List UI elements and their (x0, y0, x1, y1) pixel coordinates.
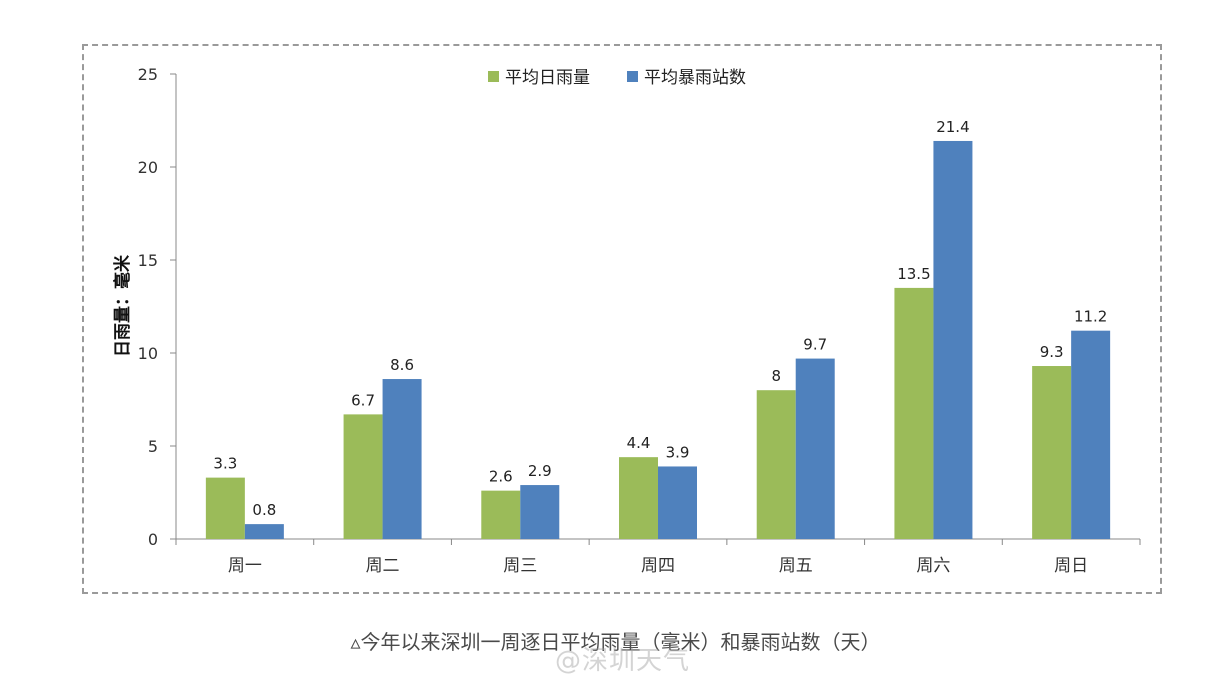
y-tick-label: 10 (138, 344, 158, 363)
legend-label: 平均暴雨站数 (644, 68, 746, 88)
bar (205, 477, 245, 539)
legend-swatch (627, 71, 638, 82)
x-tick-label: 周四 (641, 556, 675, 576)
data-label: 13.5 (897, 265, 930, 283)
y-tick-label: 15 (138, 251, 158, 270)
data-label: 9.3 (1040, 343, 1064, 361)
bar (933, 140, 973, 539)
bar (1032, 366, 1072, 539)
bar (894, 287, 934, 539)
x-tick-label: 周日 (1054, 556, 1088, 576)
x-tick-label: 周三 (503, 556, 537, 576)
data-label: 9.7 (803, 336, 827, 354)
x-tick-label: 周二 (366, 556, 400, 576)
chart-frame (82, 44, 1162, 594)
y-tick-label: 5 (148, 437, 158, 456)
chart-legend: 平均日雨量 平均暴雨站数 (488, 68, 746, 88)
watermark: @深圳天气 (555, 646, 691, 676)
bar (382, 379, 422, 539)
x-tick-label: 周五 (779, 556, 813, 576)
chart-labels: 3.3 6.7 2.6 4.4 8 13.5 9.3 0.8 8.6 2.9 3.9 9.7 21.4 1… (213, 118, 1107, 519)
y-tick-label: 20 (138, 158, 158, 177)
bar (619, 457, 658, 539)
y-tick-label: 0 (148, 530, 158, 549)
bar (756, 390, 796, 539)
y-axis-label: 日雨量：毫米 (112, 254, 133, 357)
bar (1071, 330, 1111, 539)
bar (481, 490, 521, 539)
data-label: 2.6 (489, 468, 513, 486)
data-label: 11.2 (1074, 308, 1107, 326)
data-label: 6.7 (351, 391, 375, 409)
data-label: 0.8 (252, 501, 276, 519)
figure-caption: ▵今年以来深圳一周逐日平均雨量（毫米）和暴雨站数（天） (350, 630, 881, 654)
legend-label: 平均日雨量 (505, 68, 590, 88)
bar (795, 358, 835, 539)
data-label: 8.6 (390, 356, 414, 374)
bar (343, 414, 383, 539)
data-label: 21.4 (936, 118, 969, 136)
bar (244, 524, 284, 539)
legend-swatch (488, 71, 499, 82)
x-tick-label: 周六 (916, 556, 950, 576)
bar (520, 485, 560, 539)
chart-bars (205, 140, 1111, 539)
data-label: 4.4 (627, 434, 651, 452)
bar (658, 466, 697, 539)
data-label: 3.9 (666, 443, 690, 461)
data-label: 3.3 (213, 455, 237, 473)
x-tick-label: 周一 (228, 556, 262, 576)
data-label: 8 (771, 367, 781, 385)
data-label: 2.9 (528, 462, 552, 480)
y-tick-label: 25 (138, 65, 158, 84)
